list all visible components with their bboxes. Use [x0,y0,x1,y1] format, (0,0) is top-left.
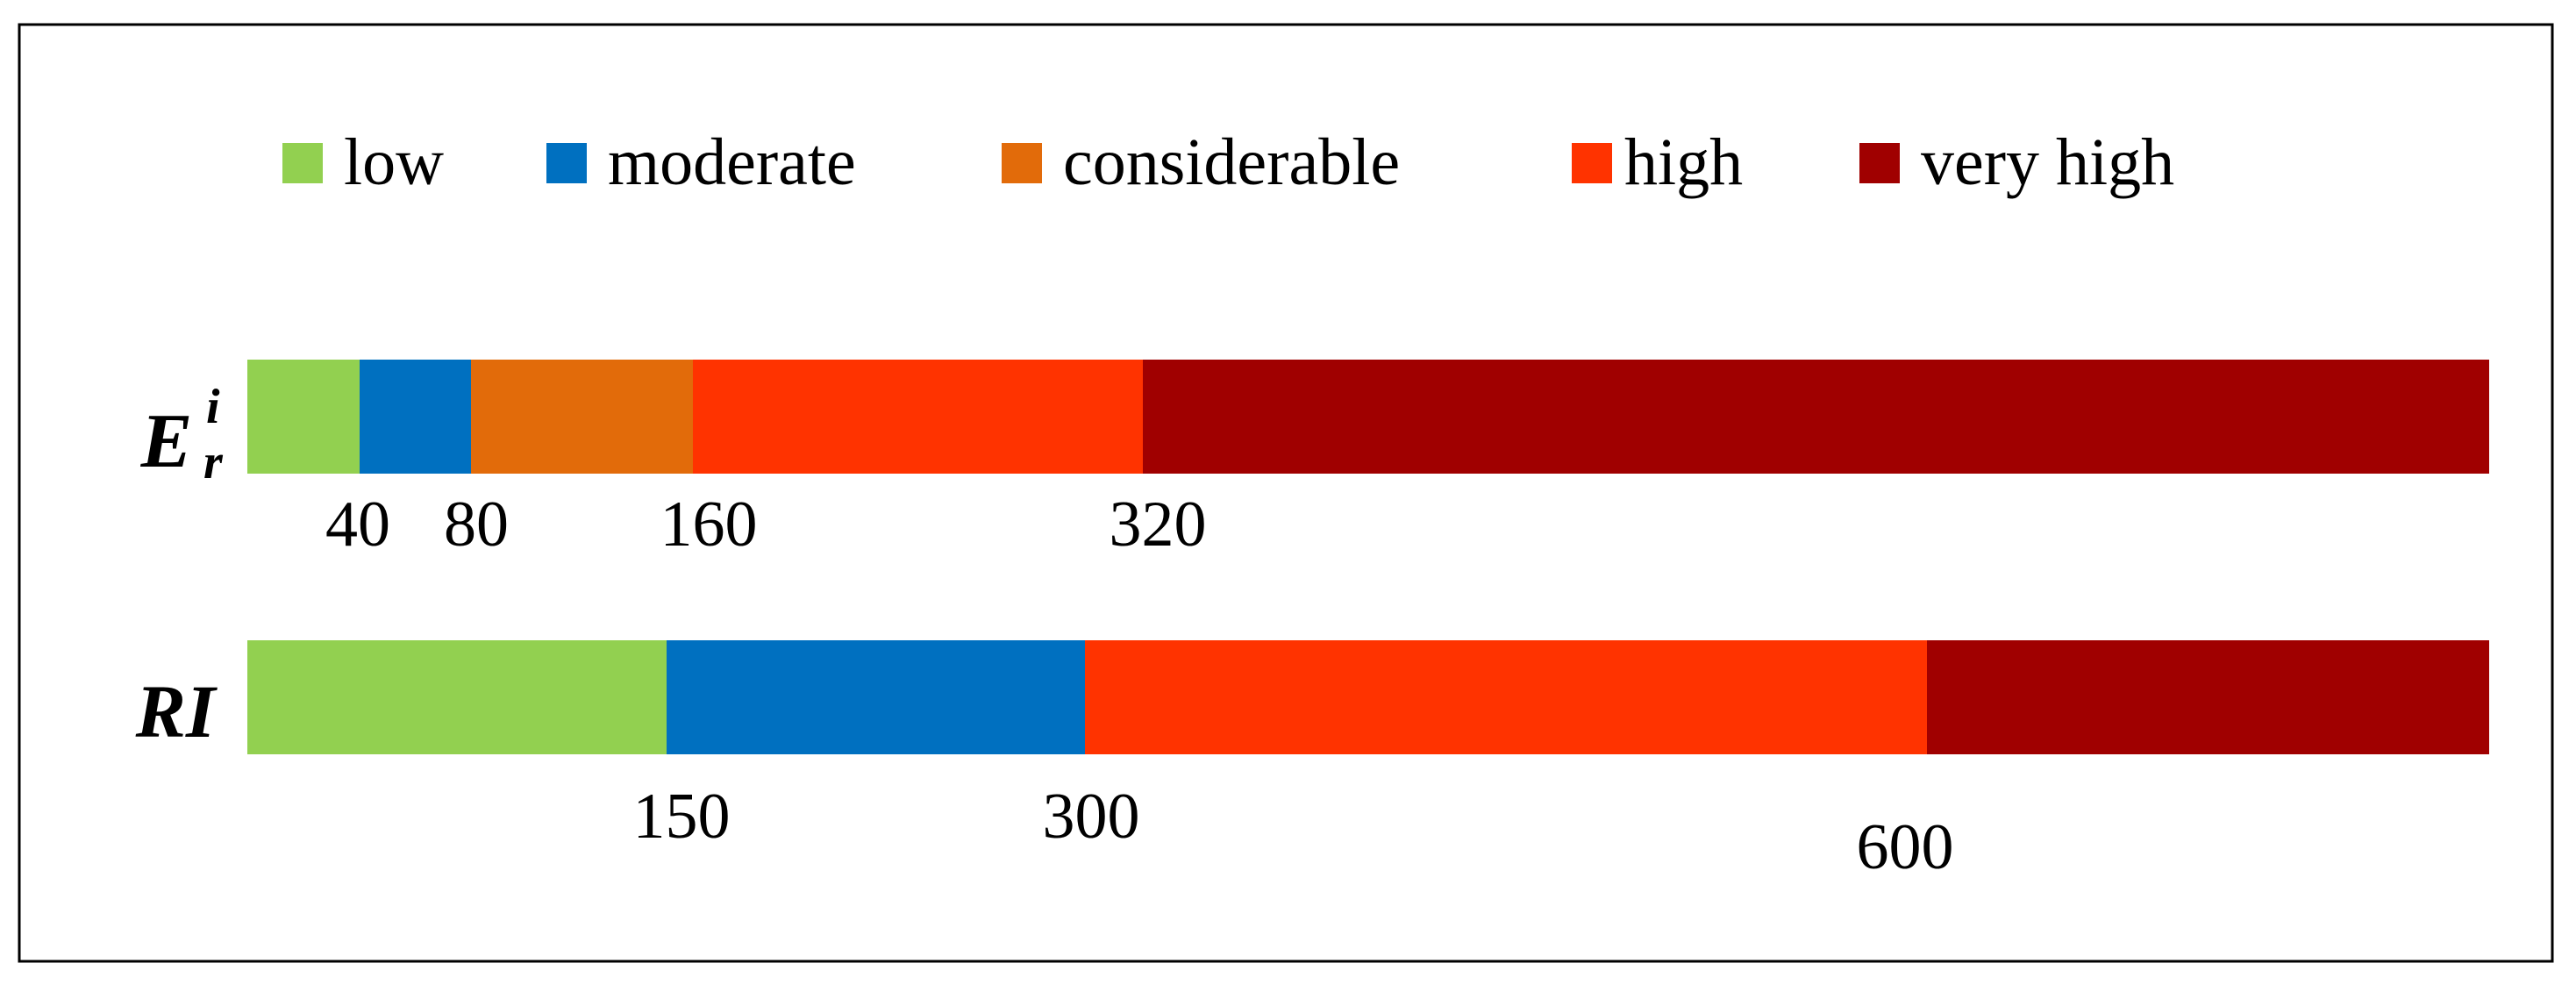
legend-swatch-low [282,143,323,183]
bar-0-tick-label: 40 [325,489,390,560]
bar-1-segment-low [247,640,667,754]
bar-1-segment-moderate [667,640,1085,754]
legend-swatch-very-high [1859,143,1900,183]
bar-label-eir-sub: r [203,435,224,489]
bar-0-segment-high [693,360,1143,474]
bar-1-tick-label: 600 [1857,811,1954,883]
bar-ri: 150 300 600 [247,640,2489,883]
bar-1-segment-high [1085,640,1927,754]
bar-0-tick-label: 80 [444,489,509,560]
legend: low moderate considerable high very high [282,125,2174,199]
bar-0-segment-considerable [471,360,693,474]
legend-swatch-considerable [1002,143,1042,183]
legend-label-low: low [344,125,444,199]
bar-label-eir-sup: i [206,380,220,434]
bar-eir: 40 80 160 320 [247,360,2489,560]
bar-0-segment-very-high [1143,360,2489,474]
legend-label-very-high: very high [1921,125,2174,199]
legend-swatch-high [1572,143,1612,183]
bar-1-tick-label: 300 [1043,781,1140,853]
bar-label-ri: RI [135,669,218,753]
legend-label-high: high [1624,125,1743,199]
legend-label-considerable: considerable [1063,125,1400,199]
legend-swatch-moderate [546,143,587,183]
bar-1-segment-very-high [1927,640,2489,754]
bar-0-tick-label: 320 [1110,489,1207,560]
bar-label-eir-main: E [140,399,193,484]
bar-0-segment-moderate [360,360,471,474]
bar-0-segment-low [247,360,360,474]
bar-1-tick-label: 150 [633,781,731,853]
legend-label-moderate: moderate [608,125,856,199]
chart-frame [18,23,2554,963]
bar-0-tick-label: 160 [660,489,758,560]
bar-label-eir: E [140,399,193,484]
